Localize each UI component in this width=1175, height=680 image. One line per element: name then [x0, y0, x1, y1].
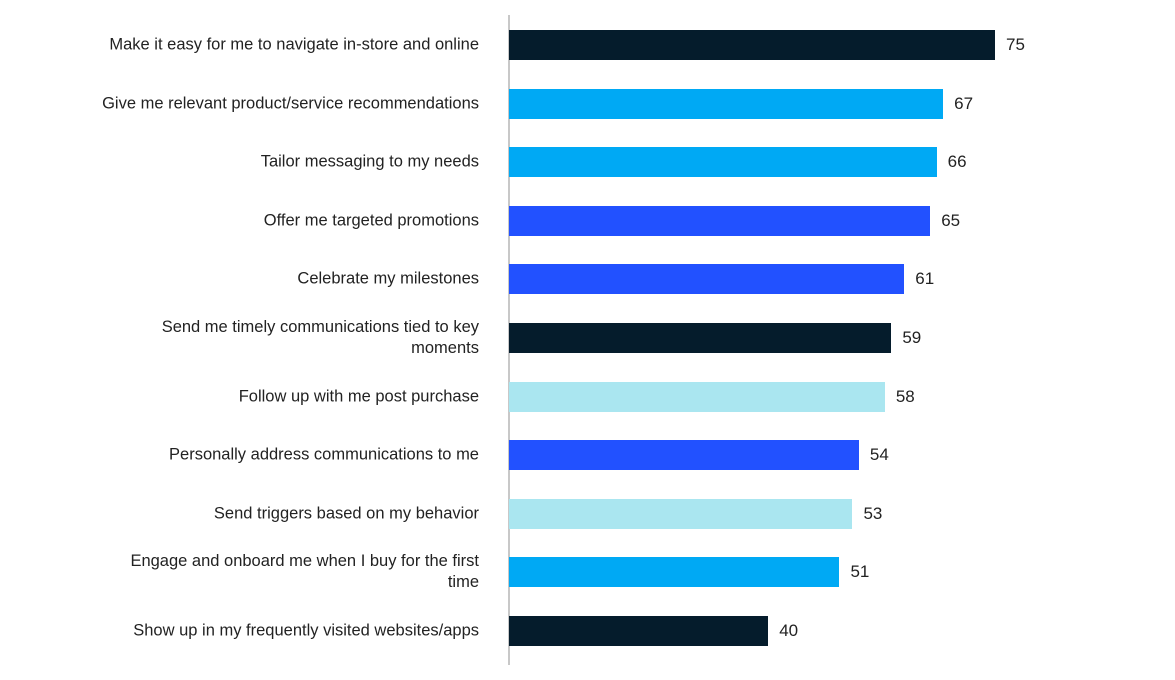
category-label: Tailor messaging to my needs: [260, 152, 479, 171]
data-label: 51: [850, 562, 870, 582]
bar: [509, 498, 853, 529]
data-label: 59: [902, 328, 922, 347]
data-label: 58: [895, 386, 915, 406]
category-label: Personally address communications to me: [169, 445, 479, 464]
bar: [509, 205, 931, 236]
category-label: Celebrate my milestones: [297, 269, 479, 288]
data-label: 75: [1006, 35, 1025, 54]
data-label: 53: [863, 503, 883, 523]
bar: [509, 440, 859, 471]
category-label: Engage and onboard me when I buy for the…: [130, 552, 479, 592]
data-label: 40: [779, 621, 799, 640]
category-label: Show up in my frequently visited website…: [133, 621, 479, 640]
data-label: 66: [947, 152, 967, 172]
data-label: 67: [954, 93, 974, 113]
category-label: Give me relevant product/service recomme…: [102, 94, 479, 113]
data-label: 61: [915, 269, 935, 289]
bar: [509, 88, 944, 119]
category-label: Send triggers based on my behavior: [213, 504, 479, 523]
bar: [509, 323, 892, 353]
bar: [509, 147, 937, 178]
category-label: Offer me targeted promotions: [263, 211, 479, 230]
data-label: 54: [869, 445, 889, 465]
bar: [509, 616, 769, 646]
data-label: 65: [941, 210, 961, 230]
bar: [509, 557, 840, 588]
bar: [509, 264, 905, 295]
category-label: Send me timely communications tied to ke…: [161, 318, 479, 357]
bar: [509, 381, 885, 412]
category-label: Make it easy for me to navigate in-store…: [109, 35, 479, 54]
bar: [509, 30, 995, 60]
category-label: Follow up with me post purchase: [238, 387, 479, 406]
